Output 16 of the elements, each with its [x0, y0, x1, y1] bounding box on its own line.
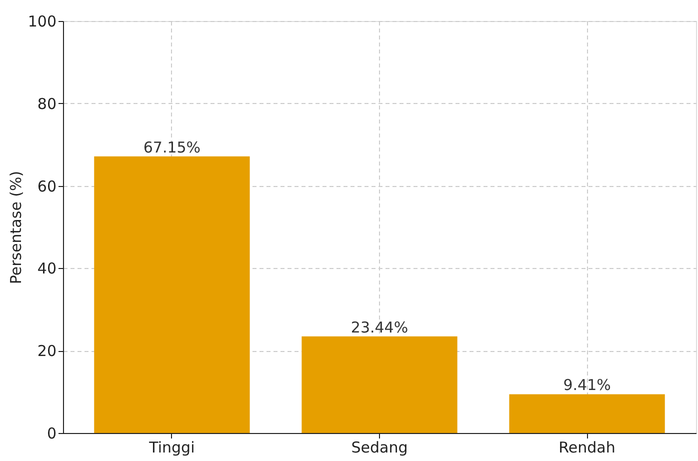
bar [302, 336, 458, 433]
y-axis-title: Persentase (%) [6, 170, 25, 284]
bar [509, 394, 665, 433]
x-tick-label: Rendah [558, 438, 616, 456]
y-tick-label: 100 [28, 12, 56, 30]
data-label: 9.41% [563, 376, 611, 394]
y-tick-label: 0 [46, 424, 56, 442]
x-tick-label: Sedang [351, 438, 408, 456]
y-tick-label: 80 [37, 94, 56, 113]
data-label: 23.44% [350, 318, 408, 336]
x-tick-label: Tinggi [148, 438, 195, 456]
y-tick-label: 20 [37, 342, 56, 360]
y-tick-label: 40 [37, 260, 56, 278]
y-tick-label: 60 [37, 177, 56, 196]
bar [94, 156, 250, 433]
data-label: 67.15% [143, 138, 201, 156]
